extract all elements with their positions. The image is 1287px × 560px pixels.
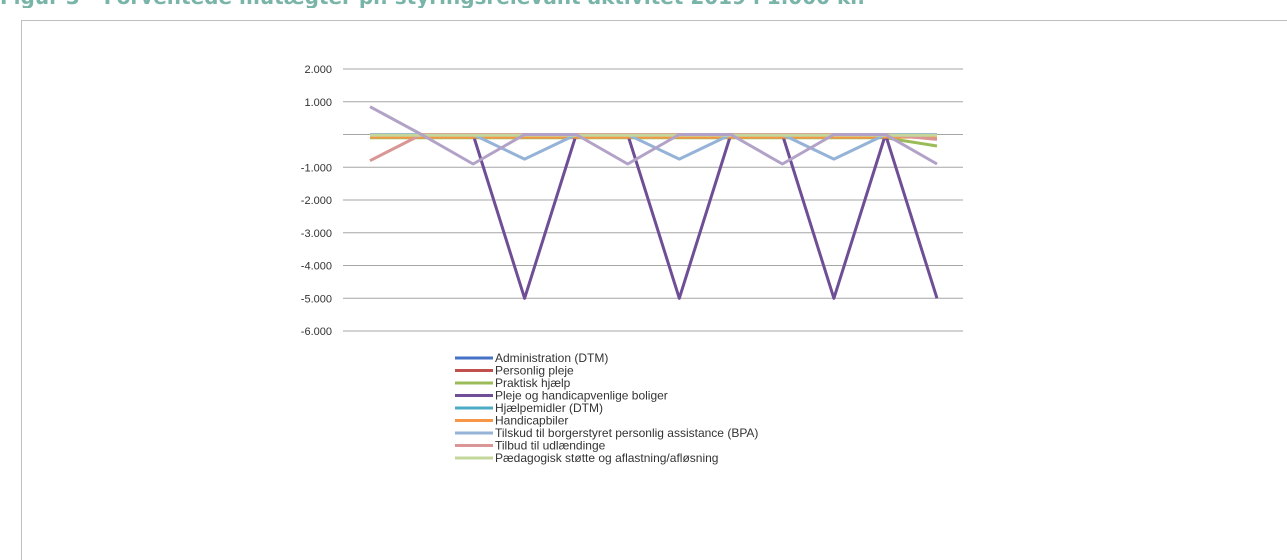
y-tick-label: -6.000: [301, 326, 332, 338]
y-axis-ticks: 2.000 1.000 -1.000 -2.000 -3.000 -4.000 -5.000…: [301, 64, 332, 338]
series-line: [370, 136, 938, 148]
legend-label: Hjælpemidler (DTM): [495, 401, 603, 415]
y-tick-label: -5.000: [301, 293, 332, 305]
legend-label: Personlig pleje: [495, 364, 574, 378]
legend-label: Tilbud til udlændinge: [495, 439, 606, 453]
series-line: [370, 133, 939, 300]
y-tick-label: -3.000: [301, 228, 332, 240]
legend: Administration (DTM)Personlig plejePrakt…: [455, 351, 758, 465]
gridlines: [343, 68, 963, 332]
legend-label: Administration (DTM): [495, 351, 608, 365]
legend-label: Praktisk hjælp: [495, 376, 571, 390]
y-tick-label: -2.000: [301, 195, 332, 207]
legend-label: Tilskud til borgerstyret personlig assis…: [495, 426, 758, 440]
y-tick-label: 2.000: [304, 64, 332, 76]
legend-label: Pædagogisk støtte og aflastning/afløsnin…: [495, 451, 718, 465]
legend-label: Pleje og handicapvenlige boliger: [495, 389, 668, 403]
figure-title: Figur 3 – Forventede mutægter pr. styrin…: [0, 0, 1287, 8]
y-tick-label: 1.000: [304, 97, 332, 109]
y-tick-label: -1.000: [301, 162, 332, 174]
series-lines: [369, 105, 939, 300]
chart-frame: [21, 20, 1287, 560]
legend-label: Handicapbiler: [495, 414, 568, 428]
y-tick-label: -4.000: [301, 261, 332, 273]
series-line: [369, 105, 938, 166]
